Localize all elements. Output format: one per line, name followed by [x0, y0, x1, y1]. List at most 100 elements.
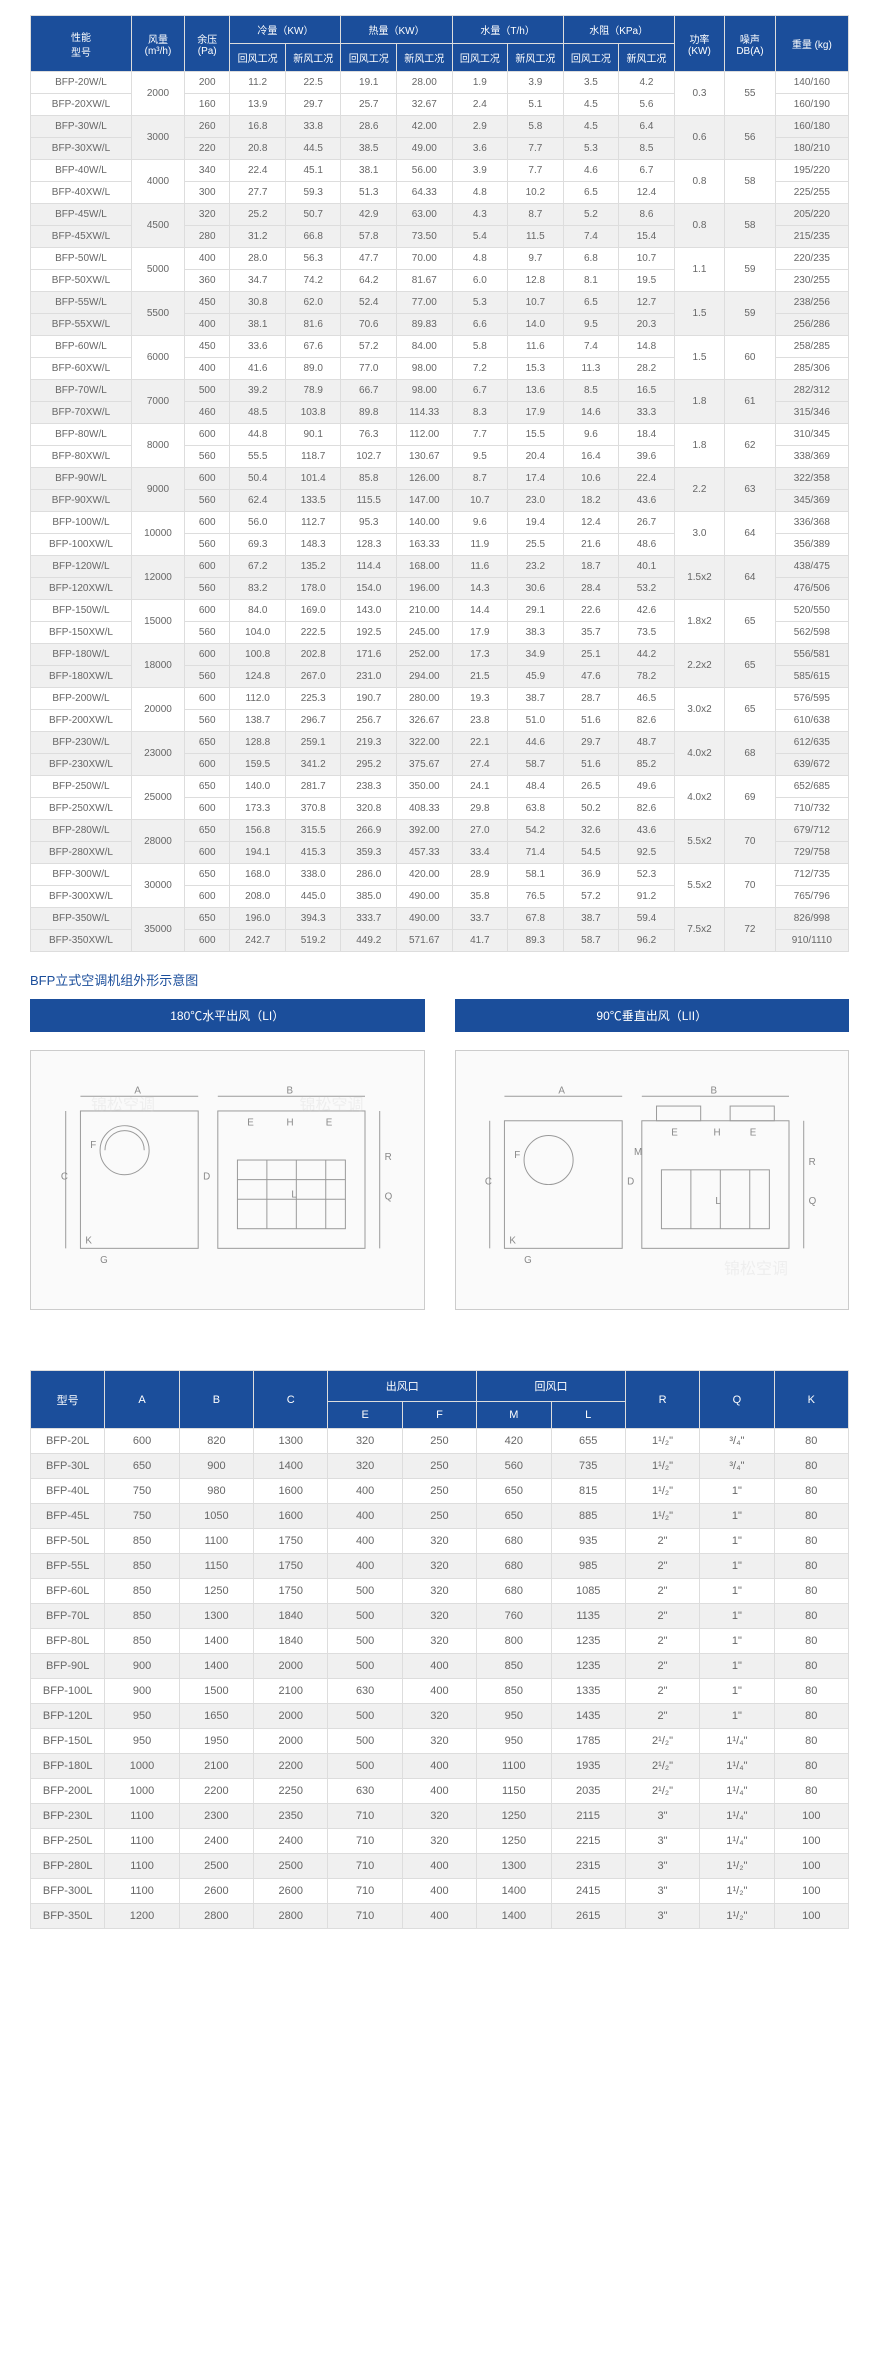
cell: 71.4	[508, 842, 564, 864]
cell: 52.3	[619, 864, 675, 886]
svg-text:Q: Q	[384, 1192, 392, 1203]
cell: 44.8	[230, 424, 286, 446]
cell: 1935	[551, 1754, 625, 1779]
cell: 1¹/₂"	[625, 1504, 699, 1529]
cell: 10.6	[563, 468, 619, 490]
cell: 490.00	[397, 886, 453, 908]
cell: 294.00	[397, 666, 453, 688]
svg-text:K: K	[509, 1236, 516, 1247]
cell: 44.2	[619, 644, 675, 666]
cell: 29.8	[452, 798, 508, 820]
cell: 420	[477, 1429, 551, 1454]
dim-row: BFP-90L9001400200050040085012352"1"80	[31, 1654, 849, 1679]
spec-row: BFP-280W/L28000650156.8315.5266.9392.002…	[31, 820, 849, 842]
cell: 56.00	[397, 160, 453, 182]
cell: 950	[105, 1729, 179, 1754]
cell: 46.5	[619, 688, 675, 710]
cell: 935	[551, 1529, 625, 1554]
cell: BFP-150XW/L	[31, 622, 132, 644]
cell: 1"	[700, 1479, 774, 1504]
cell: 320	[402, 1579, 476, 1604]
cell: 2¹/₂"	[625, 1779, 699, 1804]
cell: 950	[477, 1729, 551, 1754]
cell: 320	[328, 1454, 402, 1479]
svg-text:E: E	[750, 1128, 757, 1139]
cell: 415.3	[285, 842, 341, 864]
cell: BFP-150W/L	[31, 600, 132, 622]
cell: 1950	[179, 1729, 253, 1754]
cell: 80	[774, 1629, 848, 1654]
cell: 6.7	[452, 380, 508, 402]
cell: 1.5	[674, 336, 724, 380]
cell: 1"	[700, 1529, 774, 1554]
cell: 238/256	[775, 292, 848, 314]
cell: 38.7	[563, 908, 619, 930]
cell: 560	[184, 710, 229, 732]
cell: 65	[725, 600, 775, 644]
cell: 2¹/₂"	[625, 1729, 699, 1754]
t2-C: C	[254, 1371, 328, 1429]
cell: 59	[725, 248, 775, 292]
cell: 1100	[105, 1854, 179, 1879]
svg-text:L: L	[716, 1197, 722, 1208]
svg-text:B: B	[711, 1086, 718, 1097]
cell: 476/506	[775, 578, 848, 600]
cell: 3000	[131, 116, 184, 160]
cell: 238.3	[341, 776, 397, 798]
cell: 630	[328, 1779, 402, 1804]
cell: 850	[477, 1679, 551, 1704]
cell: 735	[551, 1454, 625, 1479]
cell: BFP-30W/L	[31, 116, 132, 138]
cell: 910/1110	[775, 930, 848, 952]
cell: 2115	[551, 1804, 625, 1829]
cell: 438/475	[775, 556, 848, 578]
svg-text:K: K	[85, 1236, 92, 1247]
cell: 49.6	[619, 776, 675, 798]
cell: BFP-230W/L	[31, 732, 132, 754]
cell: 600	[184, 556, 229, 578]
cell: 4500	[131, 204, 184, 248]
hdr-sub: 回风工况	[563, 44, 619, 72]
cell: 1650	[179, 1704, 253, 1729]
cell: 2"	[625, 1529, 699, 1554]
cell: 750	[105, 1504, 179, 1529]
cell: 336/368	[775, 512, 848, 534]
cell: 320	[402, 1604, 476, 1629]
cell: 1"	[700, 1504, 774, 1529]
cell: 0.8	[674, 204, 724, 248]
cell: 322/358	[775, 468, 848, 490]
cell: 400	[328, 1504, 402, 1529]
cell: 58.7	[563, 930, 619, 952]
cell: 445.0	[285, 886, 341, 908]
cell: 650	[184, 732, 229, 754]
cell: 820	[179, 1429, 253, 1454]
cell: 2500	[179, 1854, 253, 1879]
cell: 1.8x2	[674, 600, 724, 644]
cell: 29.7	[563, 732, 619, 754]
hdr-pressure: 余压	[197, 35, 217, 46]
cell: 10.7	[508, 292, 564, 314]
cell: 2.4	[452, 94, 508, 116]
cell: 59.4	[619, 908, 675, 930]
cell: 92.5	[619, 842, 675, 864]
cell: BFP-50W/L	[31, 248, 132, 270]
cell: 8.7	[508, 204, 564, 226]
cell: 250	[402, 1504, 476, 1529]
dim-row: BFP-20L60082013003202504206551¹/₂"³/₄"80	[31, 1429, 849, 1454]
cell: 2350	[254, 1804, 328, 1829]
cell: 2"	[625, 1579, 699, 1604]
cell: 2.2	[674, 468, 724, 512]
cell: 500	[328, 1704, 402, 1729]
cell: 490.00	[397, 908, 453, 930]
diagram-row: 180℃水平出风（LI） 锦松空调 锦松空调 AB CRQ EHE FL	[30, 999, 849, 1310]
cell: 6.5	[563, 292, 619, 314]
cell: 190.7	[341, 688, 397, 710]
cell: 11.6	[452, 556, 508, 578]
cell: BFP-120XW/L	[31, 578, 132, 600]
cell: 45.9	[508, 666, 564, 688]
cell: 100	[774, 1829, 848, 1854]
cell: 519.2	[285, 930, 341, 952]
cell: ³/₄"	[700, 1454, 774, 1479]
cell: 66.7	[341, 380, 397, 402]
cell: 25.1	[563, 644, 619, 666]
